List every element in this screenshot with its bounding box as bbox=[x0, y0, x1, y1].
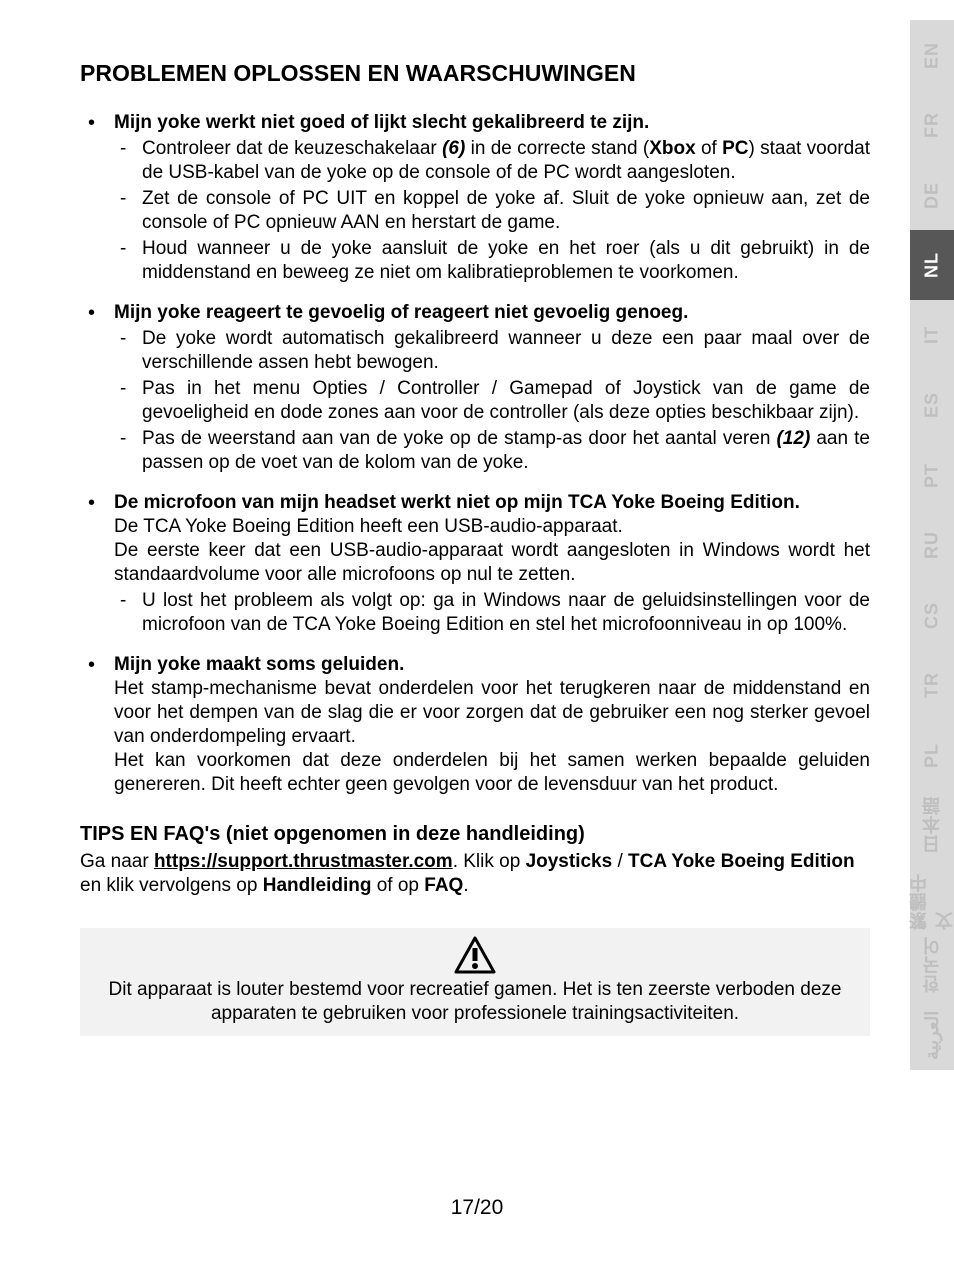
section-3: • De microfoon van mijn headset werkt ni… bbox=[80, 491, 870, 639]
lang-tab-en[interactable]: EN bbox=[910, 20, 954, 90]
lang-tab-ru[interactable]: RU bbox=[910, 510, 954, 580]
lang-tab-fr[interactable]: FR bbox=[910, 90, 954, 160]
bullet-icon: • bbox=[80, 491, 114, 639]
dash-icon: - bbox=[114, 327, 142, 375]
warning-line-2: apparaten te gebruiken voor professionel… bbox=[98, 1002, 852, 1026]
section-4-para-1: Het stamp-mechanisme bevat onderdelen vo… bbox=[114, 677, 870, 749]
dash-icon: - bbox=[114, 237, 142, 285]
section-1-sub-1: Controleer dat de keuzeschakelaar (6) in… bbox=[142, 137, 870, 185]
tips-heading: TIPS EN FAQ's (niet opgenomen in deze ha… bbox=[80, 823, 870, 846]
section-1-sub-3: Houd wanneer u de yoke aansluit de yoke … bbox=[142, 237, 870, 285]
lang-tab-cs[interactable]: CS bbox=[910, 580, 954, 650]
warning-icon bbox=[453, 936, 497, 976]
section-2-sub-3: Pas de weerstand aan van de yoke op de s… bbox=[142, 427, 870, 475]
section-2-sub-2: Pas in het menu Opties / Controller / Ga… bbox=[142, 377, 870, 425]
dash-icon: - bbox=[114, 589, 142, 637]
section-3-sub-1: U lost het probleem als volgt op: ga in … bbox=[142, 589, 870, 637]
language-tabs: ENFRDENLITESPTRUCSTRPL日本語繁體中文한국어العربية bbox=[910, 20, 954, 1070]
dash-icon: - bbox=[114, 187, 142, 235]
lang-tab-nl[interactable]: NL bbox=[910, 230, 954, 300]
section-2-title: Mijn yoke reageert te gevoelig of reagee… bbox=[114, 301, 870, 325]
lang-tab-pt[interactable]: PT bbox=[910, 440, 954, 510]
lang-tab-tr[interactable]: TR bbox=[910, 650, 954, 720]
support-link[interactable]: https://support.thrustmaster.com bbox=[154, 851, 453, 872]
section-4-para-2: Het kan voorkomen dat deze onderdelen bi… bbox=[114, 749, 870, 797]
dash-icon: - bbox=[114, 137, 142, 185]
section-2: • Mijn yoke reageert te gevoelig of reag… bbox=[80, 301, 870, 477]
section-2-sub-1: De yoke wordt automatisch gekalibreerd w… bbox=[142, 327, 870, 375]
bullet-icon: • bbox=[80, 301, 114, 477]
warning-line-1: Dit apparaat is louter bestemd voor recr… bbox=[98, 978, 852, 1002]
lang-tab-it[interactable]: IT bbox=[910, 300, 954, 370]
document-content: PROBLEMEN OPLOSSEN EN WAARSCHUWINGEN • M… bbox=[80, 60, 870, 1036]
lang-tab-pl[interactable]: PL bbox=[910, 720, 954, 790]
section-3-para-2: De eerste keer dat een USB-audio-apparaa… bbox=[114, 539, 870, 587]
section-1-title: Mijn yoke werkt niet goed of lijkt slech… bbox=[114, 111, 870, 135]
bullet-icon: • bbox=[80, 111, 114, 287]
section-1-sub-2: Zet de console of PC UIT en koppel de yo… bbox=[142, 187, 870, 235]
lang-tab-한국어[interactable]: 한국어 bbox=[910, 930, 954, 1000]
dash-icon: - bbox=[114, 377, 142, 425]
lang-tab-العربية[interactable]: العربية bbox=[910, 1000, 954, 1070]
section-3-para-1: De TCA Yoke Boeing Edition heeft een USB… bbox=[114, 515, 870, 539]
lang-tab-繁體中文[interactable]: 繁體中文 bbox=[910, 860, 954, 930]
section-3-title: De microfoon van mijn headset werkt niet… bbox=[114, 491, 870, 515]
lang-tab-es[interactable]: ES bbox=[910, 370, 954, 440]
section-1: • Mijn yoke werkt niet goed of lijkt sle… bbox=[80, 111, 870, 287]
dash-icon: - bbox=[114, 427, 142, 475]
lang-tab-日本語[interactable]: 日本語 bbox=[910, 790, 954, 860]
lang-tab-de[interactable]: DE bbox=[910, 160, 954, 230]
section-4-title: Mijn yoke maakt soms geluiden. bbox=[114, 653, 870, 677]
warning-box: Dit apparaat is louter bestemd voor recr… bbox=[80, 928, 870, 1036]
tips-body: Ga naar https://support.thrustmaster.com… bbox=[80, 850, 870, 898]
page-number: 17/20 bbox=[0, 1196, 954, 1220]
section-4: • Mijn yoke maakt soms geluiden. Het sta… bbox=[80, 653, 870, 797]
main-heading: PROBLEMEN OPLOSSEN EN WAARSCHUWINGEN bbox=[80, 60, 870, 87]
bullet-icon: • bbox=[80, 653, 114, 797]
